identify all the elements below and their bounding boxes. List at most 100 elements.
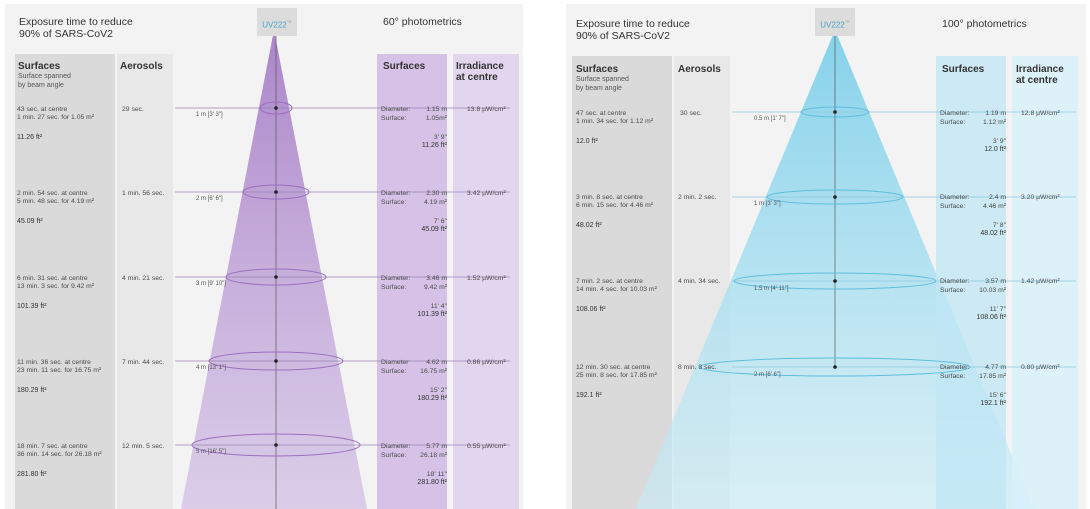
left-row-irradiance: 3.42 µW/cm² — [467, 190, 506, 197]
left-row-surface: 16.75 m² — [420, 368, 447, 375]
left-row-surface-ft: 281.80 ft² — [17, 471, 47, 478]
right-surfaces-column — [572, 56, 672, 509]
right-row-aerosol: 2 min. 2 sec. — [678, 194, 717, 201]
left-row-aerosol: 4 min. 21 sec. — [122, 275, 165, 282]
right-col-surfaces-right: Surfaces — [942, 64, 985, 75]
left-row-surface-time: 11 min. 36 sec. at centre 23 min. 11 sec.… — [17, 359, 102, 374]
right-row-irradiance: 3.20 µW/cm² — [1021, 194, 1060, 201]
left-row-distance: 2 m [6' 6"] — [196, 196, 223, 202]
left-row-diameter: 5.77 m — [426, 443, 447, 450]
right-row-aerosol: 4 min. 34 sec. — [678, 278, 721, 285]
left-row-irradiance: 0.86 µW/cm² — [467, 359, 506, 366]
right-col-irradiance: Irradiance at centre — [1016, 64, 1064, 86]
right-col-surfaces: Surfaces — [576, 64, 619, 75]
right-row-diameter-label: Diameter: — [940, 364, 970, 371]
left-col-surfaces-sub: Surface spanned by beam angle — [18, 73, 71, 89]
right-photometrics-label: 100° photometrics — [942, 18, 1027, 30]
left-panel-60deg: UV222™ Exposure time to reduce 90% of SAR… — [5, 4, 523, 509]
left-row-imperial: 3' 9" 11.26 ft² — [421, 134, 447, 149]
left-row-surface-ft: 45.09 ft² — [17, 218, 43, 225]
right-row-surface: 1.12 m² — [982, 119, 1006, 126]
left-centre-dots — [274, 106, 278, 447]
left-row-surface-label: Surface: — [381, 284, 407, 291]
left-col-irradiance: Irradiance at centre — [456, 61, 504, 83]
left-row-diameter-label: Diameter: — [381, 106, 411, 113]
right-irradiance-column — [1012, 56, 1078, 509]
right-row-imperial: 3' 9" 12.0 ft² — [984, 138, 1006, 153]
left-row-irradiance: 0.55 µW/cm² — [467, 443, 506, 450]
left-row-surface: 4.19 m² — [423, 199, 447, 206]
left-surfaces-column — [15, 54, 115, 509]
left-cone-diagram — [175, 30, 510, 509]
left-col-aerosols: Aerosols — [120, 61, 163, 72]
left-row-diameter-label: Diameter: — [381, 275, 411, 282]
right-panel-100deg: UV222™ Exposure time to reduce 90% of SAR… — [566, 4, 1086, 509]
left-row-irradiance: 13.8 µW/cm² — [467, 106, 506, 113]
right-col-surfaces-sub: Surface spanned by beam angle — [576, 76, 629, 92]
left-uv222-badge: UV222™ — [257, 8, 297, 36]
right-centre-dots — [833, 110, 837, 369]
left-row-surface-label: Surface: — [381, 368, 407, 375]
right-row-diameter-label: Diameter: — [940, 194, 970, 201]
right-row-surface-ft: 12.0 ft² — [576, 138, 598, 145]
left-row-diameter-label: Diameter: — [381, 443, 411, 450]
right-row-imperial: 7' 8" 48.02 ft² — [980, 222, 1006, 237]
right-cone-diagram — [636, 30, 1078, 509]
left-row-imperial: 15' 2" 180.29 ft² — [417, 387, 447, 402]
left-row-aerosol: 1 min. 56 sec. — [122, 190, 165, 197]
right-row-diameter: 1.19 m — [985, 110, 1006, 117]
right-row-diameter: 3.57 m — [985, 278, 1006, 285]
left-row-diameter-label: Diameter: — [381, 190, 411, 197]
left-row-diameter: 2.30 m — [426, 190, 447, 197]
left-row-imperial: 11' 4" 101.39 ft² — [417, 303, 447, 318]
right-row-surface-time: 47 sec. at centre 1 min. 34 sec. for 1.12… — [576, 110, 654, 125]
right-row-imperial: 15' 6" 192.1 ft² — [980, 392, 1006, 407]
right-row-diameter: 4.77 m — [985, 364, 1006, 371]
right-level-lines — [732, 111, 1076, 368]
right-row-imperial: 11' 7" 108.06 ft² — [976, 306, 1006, 321]
right-uv222-badge: UV222™ — [815, 8, 855, 36]
right-row-surface: 10.03 m² — [979, 287, 1006, 294]
left-row-surface-time: 2 min. 54 sec. at centre 5 min. 48 sec. f… — [17, 190, 95, 205]
left-row-aerosol: 7 min. 44 sec. — [122, 359, 165, 366]
left-col-surfaces-right: Surfaces — [383, 61, 426, 72]
left-row-surface-label: Surface: — [381, 115, 407, 122]
right-row-distance: 2 m [6' 6"] — [754, 372, 781, 378]
left-row-distance: 5 m [16' 5"] — [196, 449, 226, 455]
left-row-distance: 3 m [9' 10"] — [196, 281, 226, 287]
left-title: Exposure time to reduce 90% of SARS-CoV2 — [19, 16, 133, 40]
right-row-surface: 4.46 m² — [982, 203, 1006, 210]
left-row-surface-label: Surface: — [381, 452, 407, 459]
left-row-surface-label: Surface: — [381, 199, 407, 206]
right-row-surface-ft: 192.1 ft² — [576, 392, 602, 399]
right-surfaces-right-column — [936, 56, 1006, 509]
right-row-aerosol: 30 sec. — [680, 110, 702, 117]
left-row-diameter: 1.15 m — [426, 106, 447, 113]
left-col-surfaces: Surfaces — [18, 61, 61, 72]
left-irradiance-column — [453, 54, 519, 509]
right-row-surface-time: 3 min. 8 sec. at centre 6 min. 15 sec. fo… — [576, 194, 654, 209]
left-row-surface-ft: 11.26 ft² — [17, 134, 43, 141]
right-col-aerosols: Aerosols — [678, 64, 721, 75]
right-row-surface-time: 12 min. 30 sec. at centre 25 min. 8 sec. … — [576, 364, 657, 379]
right-row-surface-ft: 108.06 ft² — [576, 306, 606, 313]
left-row-surface-time: 6 min. 31 sec. at centre 13 min. 3 sec. f… — [17, 275, 95, 290]
left-row-diameter: 3.46 m — [426, 275, 447, 282]
left-aerosols-column — [117, 54, 173, 509]
left-photometrics-label: 60° photometrics — [383, 16, 462, 28]
left-ellipses — [191, 101, 361, 457]
right-row-diameter: 2.4 m — [989, 194, 1006, 201]
left-row-surface-time: 43 sec. at centre 1 min. 27 sec. for 1.05… — [17, 106, 95, 121]
right-row-surface: 17.85 m² — [979, 373, 1006, 380]
right-row-surface-label: Surface: — [940, 119, 966, 126]
right-ellipses — [699, 106, 971, 377]
right-row-diameter-label: Diameter: — [940, 110, 970, 117]
right-title: Exposure time to reduce 90% of SARS-CoV2 — [576, 18, 690, 42]
left-surfaces-right-column — [377, 54, 447, 509]
left-row-imperial: 18' 11" 281.80 ft² — [417, 471, 447, 486]
right-row-diameter-label: Diameter: — [940, 278, 970, 285]
left-row-surface-ft: 101.39 ft² — [17, 303, 47, 310]
left-row-distance: 1 m [3' 3"] — [196, 112, 223, 118]
left-row-surface: 9.42 m² — [423, 284, 447, 291]
left-row-surface: 26.18 m² — [420, 452, 447, 459]
